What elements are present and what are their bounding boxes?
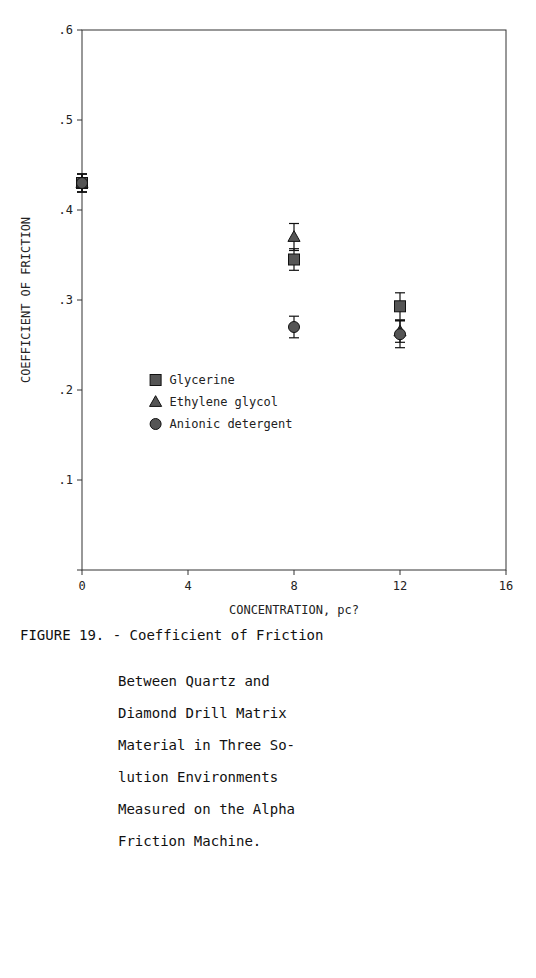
point (395, 301, 406, 312)
x-tick (82, 570, 83, 575)
y-tick-label: .2 (59, 383, 73, 397)
caption-line: Measured on the Alpha (118, 801, 295, 817)
x-tick-label: 16 (499, 579, 513, 593)
legend-label: Glycerine (170, 373, 235, 387)
error-bar (395, 321, 405, 348)
x-tick (400, 570, 401, 575)
y-tick-label: .6 (59, 23, 73, 37)
y-tick (77, 570, 82, 571)
point (289, 322, 300, 333)
chart: 0 4 8 12 16 .1 .2 .3 .4 .5 .6 CONCENTRATION, pc? COE… (0, 0, 536, 978)
error-bar-cap (395, 320, 405, 321)
y-tick (77, 300, 82, 301)
y-tick (77, 30, 82, 31)
plot-area (76, 174, 406, 348)
point (77, 178, 88, 189)
caption-line: lution Environments (118, 769, 278, 785)
error-bar-cap (395, 347, 405, 348)
y-tick (77, 210, 82, 211)
series (77, 174, 406, 320)
point (288, 231, 300, 242)
y-tick-label: .1 (59, 473, 73, 487)
point (289, 254, 300, 265)
y-tick (77, 480, 82, 481)
error-bar-cap (395, 292, 405, 293)
series (76, 174, 406, 342)
caption-line: Friction Machine. (118, 833, 261, 849)
error-bar-cap (77, 173, 87, 174)
legend-label: Anionic detergent (170, 417, 293, 431)
error-bar-cap (77, 173, 87, 174)
legend-label: Ethylene glycol (170, 395, 278, 409)
error-bar-cap (77, 191, 87, 192)
error-bar (77, 174, 87, 192)
legend-marker (150, 375, 161, 386)
x-tick (294, 570, 295, 575)
error-bar-cap (77, 191, 87, 192)
error-bar-cap (289, 337, 299, 338)
series (77, 174, 406, 348)
error-bar (77, 174, 87, 192)
legend-marker (150, 419, 161, 430)
x-tick-label: 12 (393, 579, 407, 593)
x-tick (506, 570, 507, 575)
error-bar-cap (77, 173, 87, 174)
point (77, 178, 88, 189)
point (395, 329, 406, 340)
error-bar-cap (289, 223, 299, 224)
y-tick (77, 120, 82, 121)
legend: Glycerine Ethylene glycol Anionic detergen… (150, 373, 293, 431)
error-bar-cap (395, 320, 405, 321)
error-bar (289, 249, 299, 271)
error-bar (395, 293, 405, 320)
error-bar-cap (77, 191, 87, 192)
x-tick (188, 570, 189, 575)
y-tick (77, 390, 82, 391)
x-tick-label: 0 (78, 579, 85, 593)
y-tick-label: .3 (59, 293, 73, 307)
x-tick-label: 8 (290, 579, 297, 593)
caption-line: Between Quartz and (118, 673, 270, 689)
error-bar-cap (395, 319, 405, 320)
y-tick-label: .4 (59, 203, 73, 217)
caption-line: Material in Three So- (118, 737, 295, 753)
error-bar-cap (289, 250, 299, 251)
caption-line: FIGURE 19. - Coefficient of Friction (20, 627, 323, 643)
error-bar (77, 174, 87, 192)
error-bar-cap (289, 270, 299, 271)
legend-marker (150, 396, 162, 407)
x-axis-label: CONCENTRATION, pc? (229, 603, 359, 617)
plot-frame (82, 30, 506, 570)
y-tick-label: .5 (59, 113, 73, 127)
error-bar (289, 316, 299, 338)
x-tick-label: 4 (184, 579, 191, 593)
y-axis-label: COEFFICIENT OF FRICTION (19, 217, 33, 383)
error-bar-cap (289, 316, 299, 317)
caption-line: Diamond Drill Matrix (118, 705, 287, 721)
